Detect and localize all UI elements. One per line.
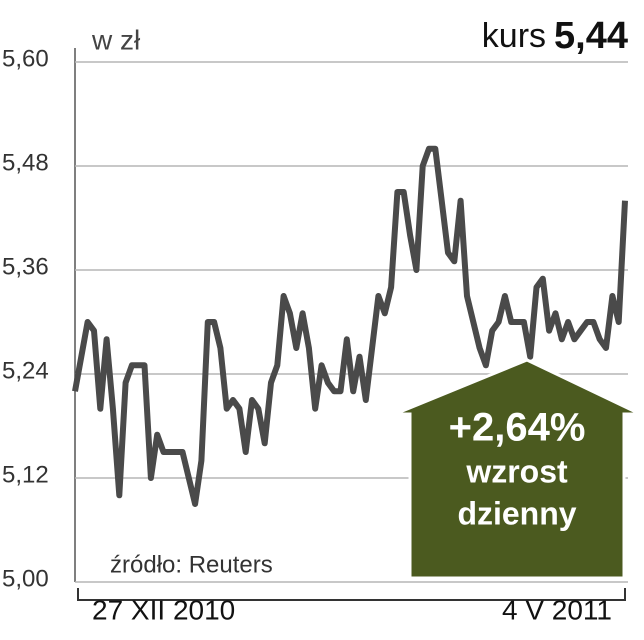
y-tick-label: 5,00 — [2, 565, 49, 592]
change-text: dzienny — [457, 495, 576, 531]
x-axis-bracket — [77, 588, 626, 601]
change-arrow — [394, 358, 641, 580]
y-tick-label: 5,60 — [2, 45, 49, 72]
change-text: wzrost — [465, 453, 568, 489]
change-value: +2,64% — [449, 406, 586, 450]
y-tick-label: 5,12 — [2, 461, 49, 488]
price-value: 5,44 — [554, 15, 628, 57]
unit-label: w zł — [91, 24, 141, 55]
price-heading: kurs 5,44 — [482, 15, 628, 57]
price-line — [72, 145, 628, 507]
source: źródło: Reuters — [110, 551, 273, 578]
price-label: kurs — [482, 17, 546, 55]
y-tick-label: 5,36 — [2, 253, 49, 280]
x-tick-label: 4 V 2011 — [502, 594, 612, 625]
x-tick-label: 27 XII 2010 — [92, 594, 235, 625]
y-tick-label: 5,48 — [2, 149, 49, 176]
y-tick-label: 5,24 — [2, 357, 49, 384]
